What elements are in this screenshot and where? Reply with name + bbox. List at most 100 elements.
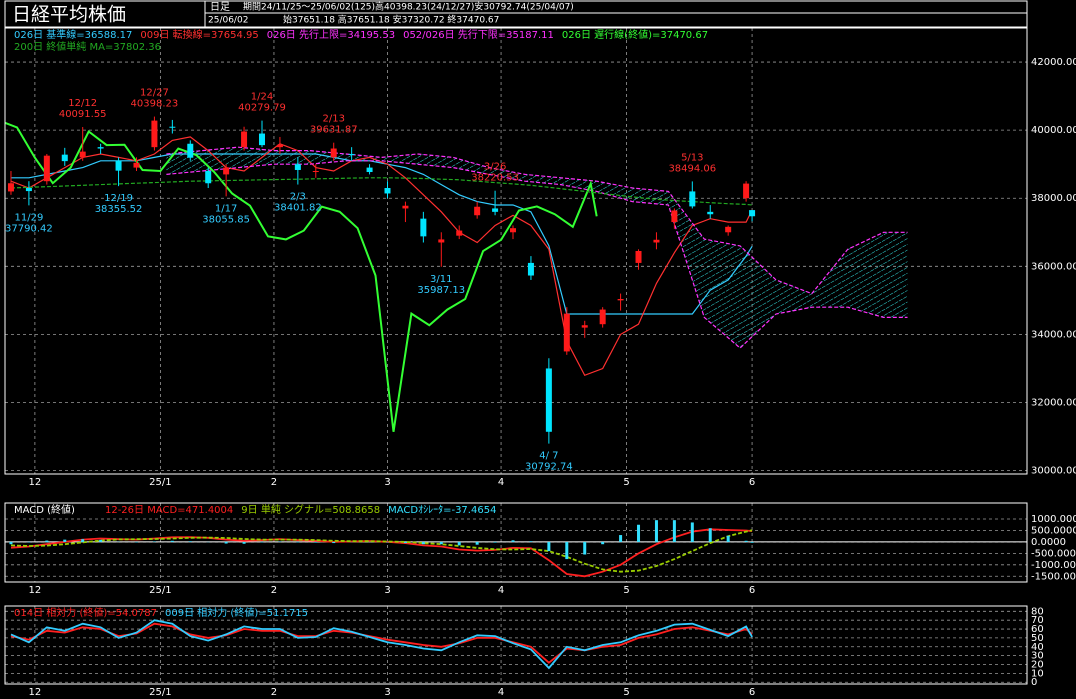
series-line (10, 622, 753, 664)
candle-body (474, 206, 481, 216)
current-date: 25/06/02 (208, 16, 248, 26)
y-tick-label: 40 (1031, 642, 1044, 653)
candle-body (635, 251, 642, 263)
histogram-bar (332, 541, 336, 544)
candle-body (689, 191, 696, 207)
x-tick-label: 2 (271, 687, 277, 698)
candle-body (653, 239, 660, 243)
candle-body (97, 147, 104, 149)
candle-body (743, 183, 750, 199)
annotation-date: 1/24 (251, 92, 273, 103)
x-tick-label: 12 (29, 585, 42, 596)
annotation-value: 40279.79 (238, 103, 286, 114)
x-tick-label: 6 (749, 687, 755, 698)
y-tick-label: 34000.00 (1031, 329, 1076, 340)
histogram-bar (672, 520, 676, 542)
candle-body (366, 167, 373, 173)
series-line (10, 529, 753, 573)
period-info: 期間24/11/25～25/06/02(125)高40398.23(24/12/… (243, 1, 574, 13)
lagging-line (5, 121, 598, 432)
candle-body (492, 208, 499, 212)
candle-body (25, 188, 32, 192)
title-box (4, 0, 206, 28)
y-tick-label: 32000.00 (1031, 398, 1076, 409)
histogram-bar (493, 541, 497, 543)
x-tick-label: 12 (29, 477, 42, 488)
candle-body (581, 325, 588, 328)
candle-body (725, 226, 732, 233)
histogram-bar (81, 539, 85, 542)
series-line (10, 528, 753, 578)
histogram-bar (224, 541, 228, 544)
candle-body (384, 188, 391, 194)
annotation-value: 35987.13 (417, 285, 465, 296)
y-tick-label: 60 (1031, 624, 1044, 635)
annotation-value: 37790.42 (5, 223, 53, 234)
legend-entry: 009日 転換線=37654.95 (140, 28, 258, 41)
annotation-date: 2/3 (290, 192, 306, 203)
x-tick-label: 25/1 (149, 477, 171, 488)
y-tick-label: 40000.00 (1031, 125, 1076, 136)
panel-frame (4, 605, 1028, 685)
x-tick-label: 3 (384, 585, 390, 596)
candle-body (187, 143, 194, 158)
y-tick-label: 50 (1031, 633, 1044, 644)
annotation-value: 38055.85 (202, 214, 250, 225)
x-tick-label: 25/1 (149, 585, 171, 596)
x-tick-label: 25/1 (149, 687, 171, 698)
x-tick-label: 3 (384, 477, 390, 488)
candle-body (258, 133, 265, 146)
histogram-bar (601, 541, 605, 545)
y-tick-label: 30000.00 (1031, 466, 1076, 477)
histogram-bar (188, 541, 192, 542)
histogram-bar (457, 541, 461, 546)
ohlc-info: 始37651.18 高37651.18 安37320.72 終37470.67 (283, 14, 499, 26)
histogram-bar (529, 541, 533, 542)
legend-entry: 9日 単純 シグナル=508.8658 (241, 503, 380, 516)
candle-body (7, 183, 14, 192)
y-tick-label: 42000.00 (1031, 57, 1076, 68)
x-tick-label: 12 (29, 687, 42, 698)
legend-entry: 014日 相対力 (終値)=54.0787 (14, 606, 157, 619)
annotation-value: 30792.74 (525, 462, 573, 473)
x-tick-label: 2 (271, 585, 277, 596)
info-box (204, 0, 1028, 28)
series-line (166, 160, 908, 349)
histogram-bar (99, 539, 103, 542)
histogram-bar (690, 522, 694, 542)
histogram-bar (314, 541, 318, 543)
legend-entry: MACDｵｼﾚｰﾀ=-37.4654 (388, 504, 496, 516)
y-tick-label: 80 (1031, 606, 1044, 617)
histogram-bar (583, 541, 587, 555)
annotation-date: 3/11 (430, 274, 452, 285)
series-line (166, 146, 908, 295)
candle-body (402, 205, 409, 209)
candle-body (348, 153, 355, 155)
annotation-date: 3/26 (484, 162, 506, 173)
x-tick-label: 4 (498, 687, 504, 698)
histogram-bar (565, 541, 569, 560)
histogram-bar (170, 540, 174, 542)
histogram-bar (45, 540, 49, 542)
candle-body (169, 126, 176, 128)
panel-title: MACD (終値) (14, 503, 75, 516)
candle-body (241, 131, 248, 148)
y-tick-label: -1500.0000 (1031, 571, 1076, 582)
candle-body (545, 368, 552, 432)
y-tick-label: -1000.0000 (1031, 560, 1076, 571)
x-tick-label: 4 (498, 477, 504, 488)
x-tick-label: 4 (498, 585, 504, 596)
histogram-bar (654, 520, 658, 542)
annotation-date: 12/27 (140, 88, 169, 99)
series-line (11, 153, 753, 315)
annotation-value: 40091.55 (59, 109, 107, 120)
y-tick-label: 20 (1031, 660, 1044, 671)
candle-body (749, 210, 756, 217)
annotation-value: 38401.82 (274, 203, 322, 214)
candle-body (330, 148, 337, 158)
candle-body (205, 170, 212, 184)
panel (5, 28, 1027, 474)
histogram-bar (242, 541, 246, 544)
candle-body (671, 210, 678, 223)
